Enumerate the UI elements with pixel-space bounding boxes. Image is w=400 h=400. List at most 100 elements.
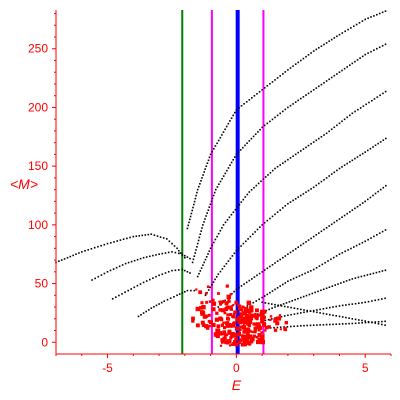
- data-point: [290, 306, 292, 309]
- data-point: [240, 319, 245, 324]
- data-point: [273, 326, 275, 329]
- data-point: [106, 271, 109, 273]
- data-point: [343, 67, 346, 70]
- data-point: [344, 250, 346, 253]
- data-point: [260, 312, 265, 317]
- data-point: [269, 172, 272, 174]
- data-point: [294, 101, 297, 103]
- data-point: [248, 279, 251, 282]
- data-point: [195, 194, 197, 197]
- data-point: [112, 268, 115, 270]
- data-point: [384, 297, 386, 300]
- data-point: [226, 219, 229, 221]
- data-point: [254, 231, 256, 233]
- data-point: [269, 315, 273, 318]
- data-point: [325, 132, 328, 135]
- data-point: [338, 167, 341, 170]
- data-point: [330, 223, 333, 226]
- data-point: [367, 198, 369, 201]
- data-point: [374, 321, 377, 323]
- data-point: [376, 234, 378, 236]
- data-point: [118, 265, 121, 268]
- data-point: [110, 242, 112, 244]
- data-point: [330, 173, 333, 175]
- data-point: [292, 103, 294, 105]
- data-point: [333, 126, 336, 129]
- data-point: [244, 196, 247, 198]
- data-point: [292, 277, 295, 280]
- data-point: [283, 315, 286, 317]
- data-point: [238, 107, 240, 109]
- data-point: [189, 218, 191, 221]
- data-point: [332, 306, 334, 308]
- data-point: [176, 294, 178, 297]
- data-point: [263, 87, 266, 89]
- data-point: [341, 120, 343, 123]
- data-point: [341, 69, 343, 72]
- data-point: [244, 334, 249, 339]
- data-point: [343, 164, 346, 166]
- data-point: [345, 323, 347, 325]
- data-point: [100, 274, 103, 276]
- data-point: [287, 253, 289, 255]
- data-point: [167, 251, 170, 254]
- data-point: [318, 182, 320, 185]
- data-point: [201, 305, 206, 310]
- data-point: [150, 233, 153, 235]
- data-point: [233, 252, 236, 255]
- data-point: [381, 45, 384, 47]
- data-point: [232, 340, 236, 343]
- data-point: [246, 193, 249, 196]
- data-point: [199, 233, 202, 235]
- data-point: [199, 270, 202, 272]
- data-point: [247, 340, 252, 346]
- data-point: [136, 258, 139, 261]
- data-point: [256, 313, 259, 315]
- data-point: [171, 269, 173, 272]
- data-point: [368, 101, 370, 104]
- data-point: [335, 305, 337, 308]
- data-point: [193, 200, 196, 203]
- data-point: [294, 63, 297, 65]
- data-point: [335, 323, 337, 325]
- data-point: [264, 176, 267, 178]
- data-point: [203, 261, 205, 264]
- data-point: [211, 197, 214, 200]
- data-point: [253, 186, 255, 189]
- data-point: [338, 71, 341, 73]
- data-point: [178, 269, 180, 271]
- data-point: [234, 337, 238, 342]
- data-point: [262, 314, 265, 317]
- data-point: [373, 49, 375, 51]
- data-point: [318, 85, 320, 88]
- data-point: [217, 292, 220, 295]
- data-point: [257, 333, 262, 337]
- data-point: [369, 273, 372, 275]
- data-point: [338, 323, 341, 325]
- data-point: [215, 188, 217, 191]
- data-point: [319, 308, 321, 311]
- data-point: [119, 239, 122, 241]
- data-point: [316, 311, 318, 314]
- data-point: [365, 103, 367, 106]
- data-point: [325, 287, 328, 290]
- data-point: [351, 318, 354, 320]
- data-point: [145, 310, 147, 313]
- data-point: [300, 312, 302, 314]
- data-point: [207, 313, 211, 317]
- data-point: [325, 227, 328, 229]
- data-point: [323, 82, 325, 84]
- data-point: [271, 318, 273, 320]
- data-point: [327, 260, 329, 262]
- data-point: [284, 205, 287, 207]
- data-point: [253, 327, 257, 331]
- data-point: [381, 230, 384, 233]
- data-point: [224, 307, 228, 310]
- data-point: [280, 305, 283, 307]
- data-point: [58, 260, 60, 262]
- data-point: [267, 318, 270, 321]
- data-point: [251, 278, 253, 280]
- data-point: [366, 274, 369, 276]
- data-point: [312, 309, 315, 312]
